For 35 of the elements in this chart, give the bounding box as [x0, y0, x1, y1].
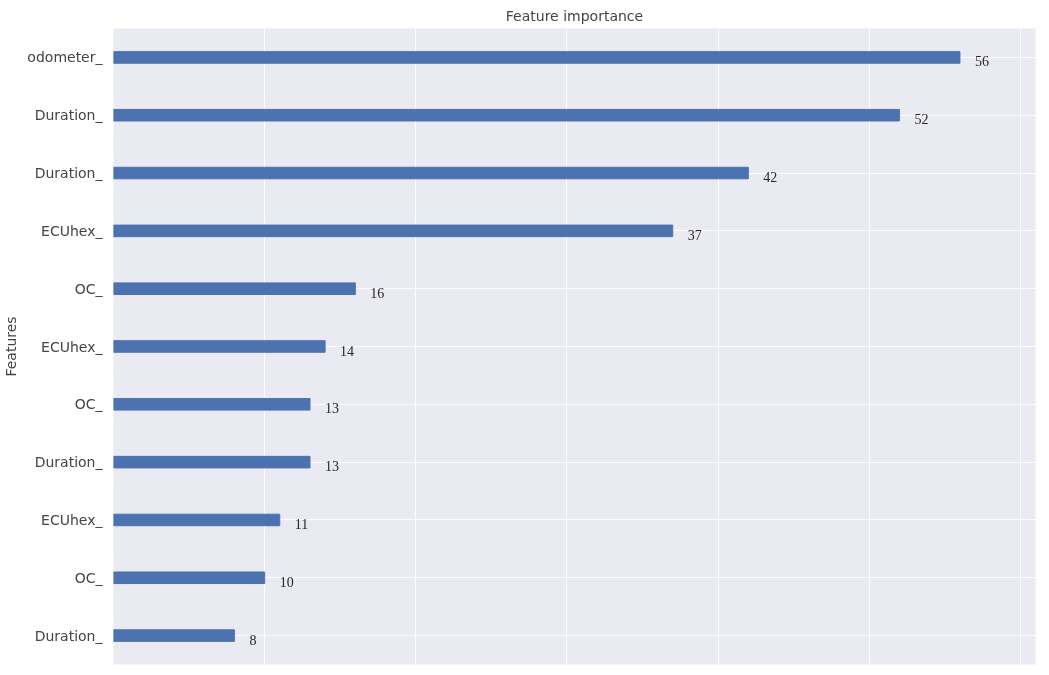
bar — [113, 513, 281, 527]
bar — [113, 166, 749, 180]
y-tick-label: Duration_ — [34, 454, 104, 471]
bar — [113, 224, 674, 238]
bar — [113, 455, 311, 469]
data-label: 13 — [324, 401, 339, 417]
y-tick-label: OC_ — [74, 569, 104, 586]
data-label: 13 — [324, 459, 339, 475]
bar — [113, 629, 235, 642]
data-label: 10 — [279, 574, 294, 590]
y-tick-label: Duration_ — [34, 107, 104, 124]
bar — [113, 282, 356, 295]
data-label: 14 — [340, 343, 355, 359]
data-label: 52 — [914, 112, 929, 128]
data-label: 16 — [370, 285, 385, 301]
y-tick-label: ECUhex_ — [41, 338, 104, 355]
data-label: 37 — [687, 227, 702, 243]
chart-title: Feature importance — [505, 7, 644, 24]
bar — [113, 340, 326, 353]
y-tick-label: OC_ — [74, 396, 104, 413]
bar — [113, 571, 266, 585]
data-label: 8 — [249, 632, 257, 648]
bar — [113, 108, 900, 122]
data-label: 42 — [763, 170, 778, 186]
y-tick-label: Duration_ — [34, 165, 104, 182]
data-label: 56 — [974, 54, 989, 70]
bar — [113, 398, 311, 411]
y-tick-label: OC_ — [74, 280, 104, 297]
data-label: 11 — [294, 516, 309, 532]
y-tick-label: ECUhex_ — [41, 222, 104, 239]
y-tick-label: odometer_ — [27, 49, 104, 66]
bar — [113, 51, 961, 64]
y-tick-label: ECUhex_ — [41, 511, 104, 528]
y-axis-title: Features — [3, 316, 20, 377]
y-tick-label: Duration_ — [34, 627, 104, 644]
